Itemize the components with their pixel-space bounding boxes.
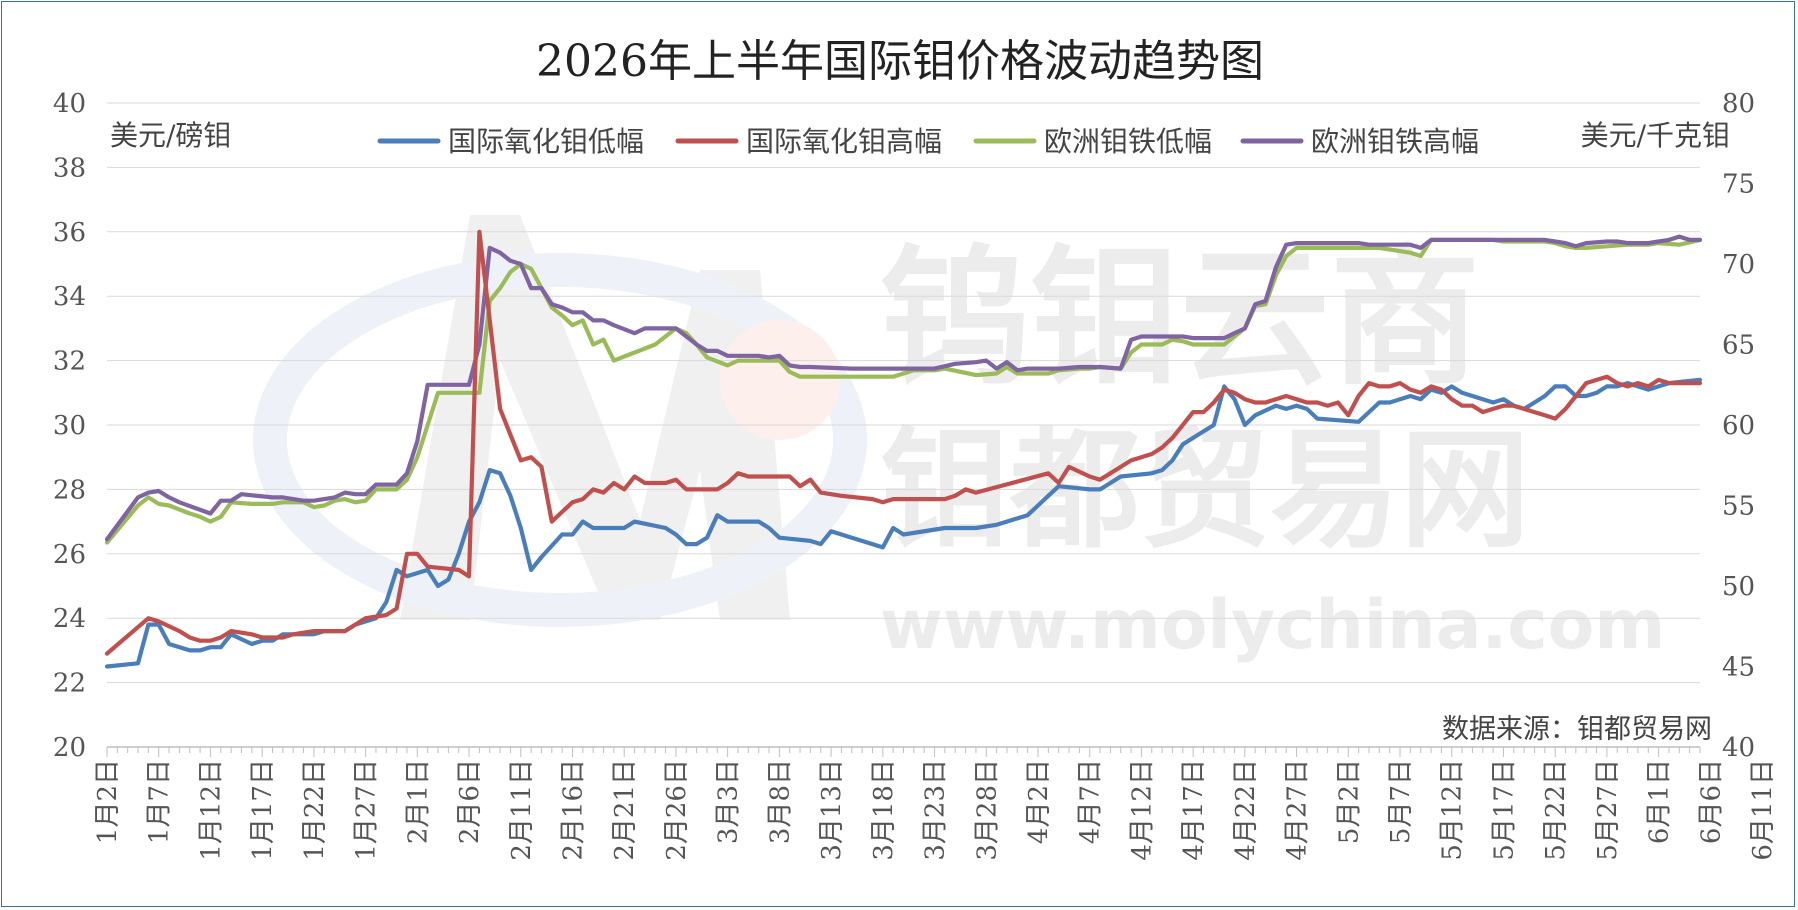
series-line-2 [104, 229, 1703, 656]
x-tick-label: 4月17日 [1179, 759, 1209, 861]
right-tick-label: 75 [1722, 170, 1755, 200]
right-axis-unit: 美元/千克钼 [1581, 119, 1730, 152]
left-axis-unit: 美元/磅钼 [110, 119, 231, 152]
watermark-line-3: www.molychina.com [880, 586, 1665, 665]
right-tick-label: 65 [1722, 331, 1755, 361]
series-lines [104, 229, 1703, 669]
left-tick-label: 38 [53, 153, 86, 183]
right-tick-label: 80 [1722, 89, 1755, 119]
left-tick-label: 24 [53, 604, 86, 634]
series-line-1 [104, 377, 1703, 669]
x-tick-label: 6月1日 [1645, 759, 1675, 844]
left-tick-label: 40 [53, 89, 86, 119]
x-tick-label: 2月21日 [610, 759, 640, 861]
legend-label: 欧洲钼铁高幅 [1311, 125, 1479, 158]
left-tick-label: 26 [53, 540, 86, 570]
right-axis-ticks: 40 45 50 55 60 65 70 75 80 [1722, 89, 1755, 763]
x-tick-label: 2月11日 [507, 759, 537, 861]
series-line-3 [104, 237, 1703, 545]
x-tick-label: 4月22日 [1231, 759, 1261, 861]
left-axis-ticks: 20 22 24 26 28 30 32 34 36 38 40 [53, 89, 86, 763]
legend-label: 国际氧化钼高幅 [746, 125, 942, 158]
x-tick-label: 3月13日 [817, 759, 847, 861]
x-tick-label: 2月26日 [662, 759, 692, 861]
x-tick-label: 3月23日 [921, 759, 951, 861]
x-tick-label: 6月6日 [1696, 759, 1726, 844]
left-tick-label: 30 [53, 411, 86, 441]
right-tick-label: 55 [1722, 492, 1755, 522]
chart-title: 2026年上半年国际钼价格波动趋势图 [536, 36, 1264, 87]
left-tick-label: 36 [53, 218, 86, 248]
watermark-logo-icon [400, 215, 790, 620]
right-tick-label: 60 [1722, 411, 1755, 441]
x-tick-label: 3月8日 [765, 759, 795, 844]
x-tick-label: 1月7日 [145, 759, 175, 844]
x-tick-label: 6月11日 [1748, 759, 1778, 861]
x-tick-label: 4月27日 [1283, 759, 1313, 861]
left-tick-label: 22 [53, 669, 86, 699]
watermark-ring-icon [253, 253, 867, 627]
left-tick-label: 28 [53, 475, 86, 505]
right-tick-label: 50 [1722, 572, 1755, 602]
x-tick-label: 2月1日 [403, 759, 433, 844]
watermark-dot-icon [720, 320, 840, 440]
watermark-line-1: 钨钼云商 [880, 232, 1480, 406]
x-tick-label: 5月27日 [1593, 759, 1623, 861]
watermark: 钨钼云商 钼都贸易网 www.molychina.com [253, 215, 1665, 665]
right-tick-label: 45 [1722, 653, 1755, 683]
legend-label: 欧洲钼铁低幅 [1044, 125, 1212, 158]
x-tick-label: 5月22日 [1541, 759, 1571, 861]
x-tick-label: 4月2日 [1024, 759, 1054, 844]
source-note: 数据来源：钼都贸易网 [1442, 714, 1712, 745]
x-tick-label: 5月17日 [1489, 759, 1519, 861]
legend-label: 国际氧化钼低幅 [448, 125, 644, 158]
x-tick-label: 2月6日 [455, 759, 485, 844]
left-tick-label: 20 [53, 733, 86, 763]
x-tick-label: 1月22日 [300, 759, 330, 861]
x-tick-label: 4月7日 [1076, 759, 1106, 844]
x-tick-label: 4月12日 [1127, 759, 1157, 861]
x-tick-label: 1月12日 [196, 759, 226, 861]
x-tick-label: 3月28日 [972, 759, 1002, 861]
x-tick-label: 5月12日 [1438, 759, 1468, 861]
x-tick-label: 3月18日 [869, 759, 899, 861]
right-tick-label: 70 [1722, 250, 1755, 280]
x-tick-label: 5月7日 [1386, 759, 1416, 844]
x-tick-label: 3月3日 [714, 759, 744, 844]
series-line-4 [104, 234, 1703, 542]
x-axis: 1月2日 1月7日 1月12日 1月17日 1月22日 1月27日 2月1日 2月6日 2月11… [93, 747, 1778, 861]
right-tick-label: 40 [1722, 733, 1755, 763]
left-tick-label: 34 [53, 282, 86, 312]
x-tick-label: 1月2日 [93, 759, 123, 844]
x-tick-label: 2月16日 [558, 759, 588, 861]
x-tick-label: 1月17日 [248, 759, 278, 861]
left-tick-label: 32 [53, 347, 86, 377]
x-tick-label: 1月27日 [352, 759, 382, 861]
legend: 国际氧化钼低幅 国际氧化钼高幅 欧洲钼铁低幅 欧洲钼铁高幅 [377, 125, 1479, 158]
x-tick-label: 5月2日 [1334, 759, 1364, 844]
